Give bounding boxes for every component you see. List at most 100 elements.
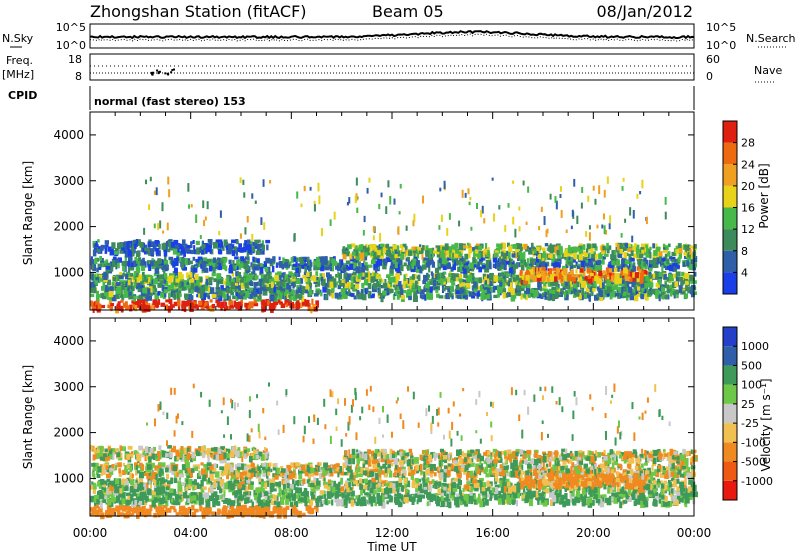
data-cell [265, 240, 270, 243]
data-cell [187, 282, 189, 285]
data-cell [249, 287, 253, 290]
data-cell [195, 286, 200, 292]
data-cell [475, 246, 479, 249]
data-cell [389, 196, 391, 205]
data-cell [304, 501, 307, 507]
data-cell [663, 274, 667, 280]
data-cell [377, 259, 382, 265]
data-cell [313, 261, 316, 266]
data-cell [657, 261, 660, 265]
freq-point [171, 69, 173, 71]
data-cell [427, 261, 430, 267]
data-cell [609, 273, 611, 276]
data-cell [444, 272, 446, 275]
data-cell [581, 281, 586, 288]
data-cell [554, 196, 556, 203]
data-cell [597, 499, 600, 504]
data-cell [513, 244, 517, 249]
data-cell [474, 495, 476, 500]
data-cell [247, 216, 249, 223]
data-cell [237, 276, 239, 282]
data-cell [117, 287, 122, 292]
data-cell [462, 190, 464, 198]
data-cell [485, 295, 490, 299]
data-cell [265, 279, 269, 283]
data-cell [202, 200, 204, 208]
data-cell [305, 278, 308, 282]
freq-point [158, 71, 160, 73]
data-cell [220, 495, 222, 499]
data-cell [536, 262, 539, 266]
data-cell [685, 281, 688, 285]
data-cell [450, 286, 452, 293]
data-cell [433, 250, 437, 253]
data-cell [511, 253, 515, 257]
data-cell [385, 206, 387, 214]
data-cell [449, 253, 451, 259]
data-cell [202, 261, 206, 267]
data-cell [635, 272, 639, 278]
colorbar-tick-label: 16 [741, 202, 755, 215]
data-cell [457, 295, 462, 299]
data-cell [418, 275, 421, 281]
data-cell [509, 267, 513, 273]
data-cell [561, 288, 563, 292]
data-cell [643, 258, 646, 262]
data-cell [105, 287, 109, 292]
data-cell [281, 303, 285, 308]
data-cell [478, 245, 482, 250]
data-cell [341, 280, 343, 283]
data-cell [479, 501, 483, 507]
data-cell [430, 260, 434, 264]
data-cell [547, 229, 549, 234]
data-cell [91, 497, 93, 502]
freq-point [167, 73, 169, 75]
data-cell [107, 511, 112, 518]
data-cell [325, 256, 328, 262]
data-cell [476, 203, 478, 209]
data-cell [236, 292, 238, 296]
data-cell [572, 210, 574, 217]
data-cell [210, 299, 213, 302]
data-cell [257, 265, 260, 270]
data-cell [343, 499, 347, 505]
data-cell [167, 249, 170, 252]
data-cell [252, 257, 254, 262]
data-cell [596, 499, 598, 503]
data-cell [480, 285, 482, 292]
data-cell [529, 499, 533, 506]
data-cell [254, 282, 258, 286]
data-cell [544, 216, 546, 225]
data-cell [255, 201, 257, 204]
data-cell [634, 295, 638, 302]
data-cell [478, 277, 482, 283]
colorbar-swatch [723, 272, 737, 294]
data-cell [602, 494, 607, 497]
data-cell [232, 260, 234, 267]
data-cell [239, 247, 244, 252]
data-cell [441, 501, 445, 507]
data-cell [97, 239, 100, 242]
data-cell [597, 495, 601, 499]
data-cell [160, 303, 165, 307]
data-cell [313, 275, 316, 282]
data-cell [581, 203, 583, 209]
data-cell [242, 180, 244, 185]
data-cell [492, 178, 494, 181]
data-cell [373, 235, 375, 240]
data-cell [553, 254, 556, 260]
data-cell [193, 268, 197, 273]
data-cell [231, 300, 233, 304]
data-cell [168, 257, 173, 260]
data-cell [178, 288, 182, 291]
nave-label: Nave [754, 64, 782, 77]
data-cell [254, 292, 258, 297]
data-cell [370, 276, 373, 282]
data-cell [193, 240, 195, 244]
data-cell [212, 294, 217, 298]
data-cell [499, 273, 504, 277]
data-cell [137, 261, 139, 266]
data-cell [200, 292, 203, 299]
data-cell [205, 510, 208, 516]
data-cell [287, 278, 289, 282]
